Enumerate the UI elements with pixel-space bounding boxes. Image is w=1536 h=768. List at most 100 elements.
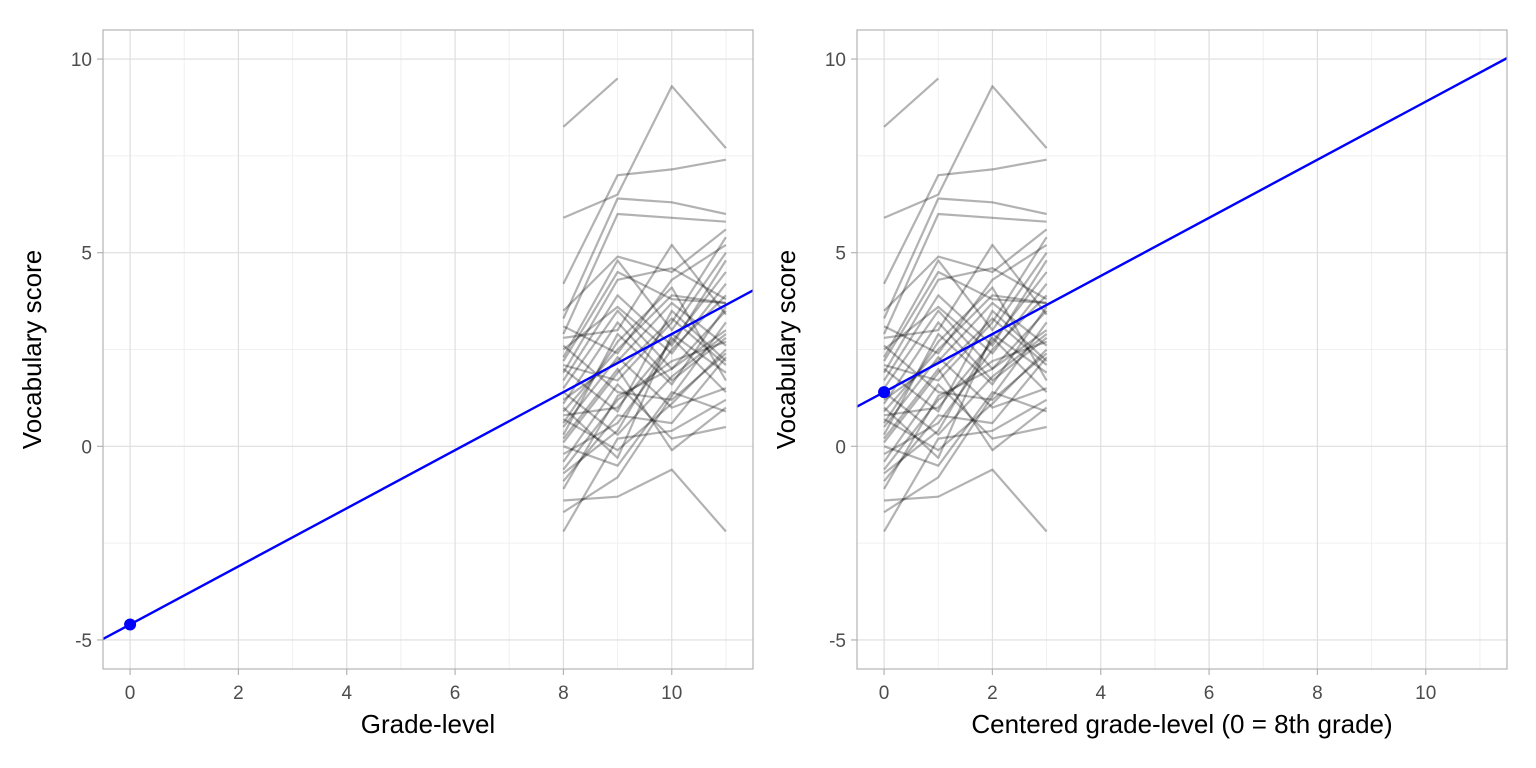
y-tick-label: 10	[825, 50, 846, 71]
panel-border	[856, 29, 1508, 670]
trajectory-line	[562, 340, 727, 471]
trajectory-line	[562, 309, 727, 389]
trajectory-line	[883, 271, 1048, 417]
trajectory-line	[883, 348, 1048, 452]
trajectory-line	[883, 294, 1047, 413]
trajectory-line	[562, 348, 727, 452]
trajectory-line	[883, 197, 1047, 319]
trajectory-line	[883, 309, 1048, 413]
x-tick-label: 10	[661, 683, 682, 704]
y-tick-label: -5	[829, 631, 846, 652]
trajectory-line	[883, 270, 1047, 362]
trajectory-line	[562, 398, 727, 533]
trajectory-line	[562, 85, 727, 219]
trajectory-line	[562, 197, 727, 319]
y-tick-label: 5	[835, 244, 846, 265]
x-tick-label: 8	[1312, 683, 1323, 704]
trajectory-line	[563, 468, 727, 533]
trajectory-line	[883, 340, 1047, 471]
trajectory-line	[883, 398, 1048, 533]
trajectory-line	[562, 321, 727, 514]
trajectory-line	[562, 252, 727, 358]
trajectory-line	[562, 321, 727, 405]
x-tick-label: 2	[987, 683, 998, 704]
trajectory-line	[883, 356, 1047, 428]
trajectory-line	[883, 336, 1048, 475]
trajectory-line	[562, 317, 727, 444]
trajectory-line	[562, 344, 727, 401]
trajectory-line	[883, 310, 1048, 490]
trajectory-line	[562, 259, 727, 382]
y-tick-label: 0	[81, 437, 92, 458]
trajectory-line	[562, 332, 727, 459]
x-tick-label: 6	[1204, 683, 1215, 704]
trajectory-line	[883, 383, 1047, 463]
trajectory-line	[563, 236, 727, 382]
trajectory-line	[883, 267, 1048, 374]
trajectory-line	[883, 321, 1048, 405]
x-axis-title: Grade-level	[361, 709, 495, 739]
trajectory-line	[883, 317, 1048, 444]
trajectory-line	[883, 77, 940, 128]
y-axis-title: Vocabulary score	[771, 250, 801, 449]
panel-border	[102, 29, 754, 670]
trajectory-line	[883, 252, 1048, 358]
y-tick-label: 10	[71, 50, 92, 71]
trajectory-line	[562, 212, 726, 335]
x-axis-title: Centered grade-level (0 = 8th grade)	[971, 709, 1392, 739]
x-tick-label: 10	[1415, 683, 1436, 704]
trajectory-line	[883, 301, 1048, 401]
y-tick-label: -5	[75, 631, 92, 652]
x-tick-label: 6	[450, 683, 461, 704]
trajectory-line	[883, 259, 1048, 382]
trajectory-line	[883, 367, 1048, 452]
trajectory-line	[883, 321, 1048, 514]
trajectory-line	[562, 301, 727, 401]
trajectory-line	[883, 228, 1048, 312]
trajectory-line	[884, 468, 1048, 533]
trajectory-line	[562, 270, 726, 362]
trajectory-line	[883, 236, 1048, 382]
trajectory-line	[562, 228, 727, 312]
trajectory-line	[883, 332, 1048, 459]
regression-line	[103, 289, 753, 641]
trajectory-line	[562, 158, 727, 285]
trajectory-line	[562, 294, 727, 413]
trajectory-line	[883, 309, 1048, 389]
trajectory-line	[562, 356, 727, 482]
intercept-point	[124, 618, 137, 631]
x-tick-label: 8	[558, 683, 569, 704]
y-tick-label: 0	[835, 437, 846, 458]
trajectory-line	[883, 333, 1048, 436]
trajectory-line	[562, 294, 727, 456]
trajectory-line	[883, 294, 1048, 456]
regression-line	[857, 57, 1507, 408]
trajectory-line	[562, 306, 727, 436]
y-axis-title: Vocabulary score	[17, 250, 47, 449]
panel-2: 0 2 4 6 8 10 -5 0 5 10 Centered grade-level (0 = 8…	[771, 29, 1508, 739]
trajectory-line	[563, 243, 727, 339]
trajectory-line	[562, 286, 727, 424]
trajectory-line	[883, 212, 1047, 335]
trajectory-line	[562, 383, 727, 463]
gridlines	[103, 30, 753, 669]
trajectory-line	[562, 367, 727, 452]
trajectory-line	[883, 85, 1048, 219]
x-tick-label: 4	[1095, 683, 1106, 704]
x-tick-label: 4	[341, 683, 352, 704]
trajectory-line	[563, 391, 727, 467]
trajectory-line	[562, 310, 727, 490]
trajectory-line	[883, 356, 1048, 482]
trajectory-line	[883, 158, 1047, 285]
trajectory-line	[562, 336, 727, 475]
trajectory-line	[883, 344, 1048, 401]
trajectory-line	[883, 391, 1047, 467]
trajectory-line	[883, 286, 1048, 424]
y-tick-label: 5	[81, 244, 92, 265]
intercept-point	[878, 386, 891, 399]
trajectory-line	[563, 271, 727, 417]
trajectory-line	[562, 309, 727, 413]
trajectory-line	[562, 333, 727, 436]
